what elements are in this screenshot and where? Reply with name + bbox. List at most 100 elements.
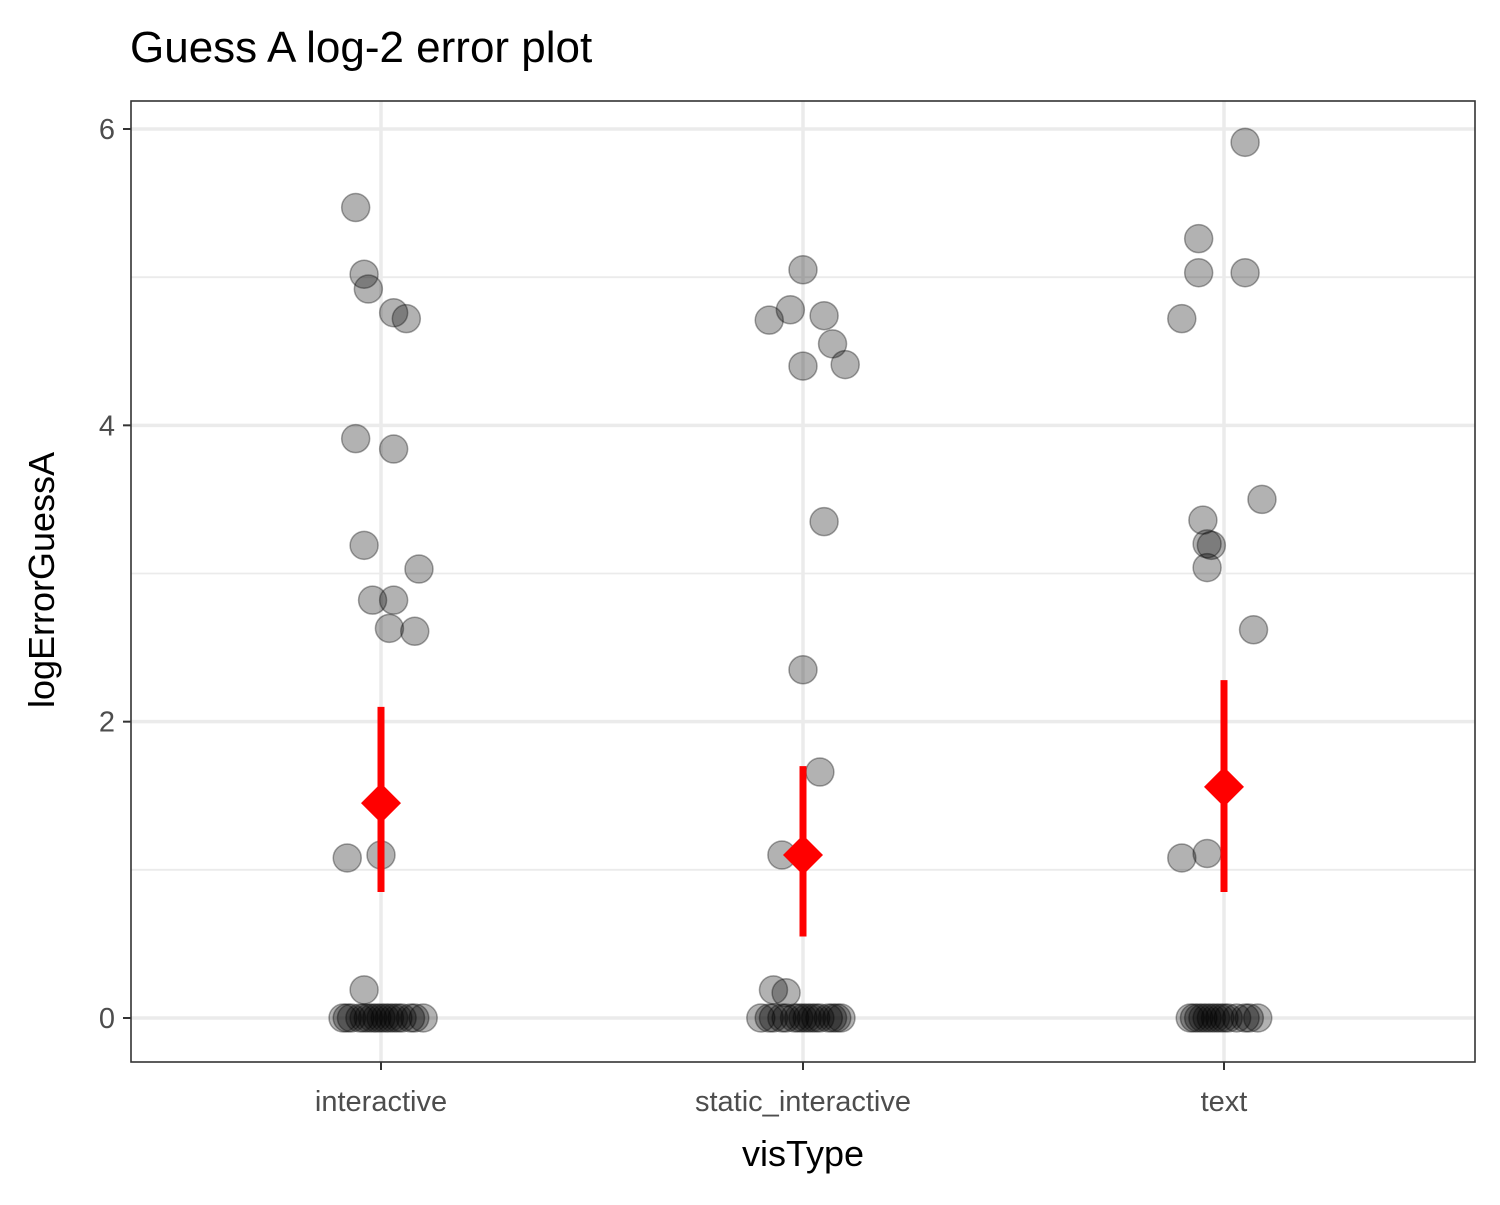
data-point <box>374 1003 405 1033</box>
data-point <box>779 1003 810 1033</box>
data-point <box>1192 529 1222 559</box>
data-point <box>1192 1003 1222 1033</box>
data-point <box>775 295 806 325</box>
data-point <box>1183 1003 1214 1033</box>
data-point <box>1188 505 1218 535</box>
data-point <box>404 554 434 584</box>
data-point <box>349 1003 379 1033</box>
data-point <box>826 1003 856 1033</box>
data-point <box>1243 1003 1273 1033</box>
data-point <box>805 757 835 787</box>
data-point <box>1205 1003 1235 1033</box>
data-point <box>378 1003 409 1033</box>
data-point <box>758 1003 789 1033</box>
data-point <box>391 303 422 334</box>
data-point <box>788 655 818 685</box>
data-point <box>1213 1003 1243 1033</box>
data-point <box>754 1003 784 1033</box>
y-tick-label: 0 <box>99 1003 115 1035</box>
y-axis-title: logErrorGuessA <box>21 452 62 708</box>
data-point <box>1230 257 1260 288</box>
data-point <box>1196 1003 1227 1033</box>
data-point <box>400 616 430 647</box>
data-point <box>771 1003 801 1033</box>
data-point <box>817 1003 848 1033</box>
data-point <box>1209 1003 1239 1033</box>
summary-markers <box>361 680 1244 937</box>
data-point <box>788 255 818 285</box>
data-point <box>357 1003 388 1033</box>
x-tick-label: text <box>1201 1086 1248 1118</box>
data-point <box>792 1003 822 1033</box>
data-point <box>345 1003 375 1033</box>
data-point <box>362 1003 392 1033</box>
data-point <box>1230 127 1260 158</box>
x-tick-label: static_interactive <box>695 1086 911 1118</box>
data-point <box>353 274 384 304</box>
data-point <box>1192 838 1222 869</box>
data-point <box>767 1003 797 1033</box>
data-point <box>1183 257 1214 288</box>
data-point <box>746 1003 776 1033</box>
axes: 0 2 4 6 interactive static_interactive text <box>99 114 1248 1118</box>
data-point <box>1238 615 1269 645</box>
data-point <box>758 975 789 1005</box>
data-point <box>1167 843 1197 873</box>
data-point <box>800 1003 831 1033</box>
data-point <box>784 1003 814 1033</box>
mean-marker <box>783 835 823 876</box>
data-point <box>408 1003 438 1033</box>
data-point <box>349 975 379 1005</box>
data-point <box>809 506 839 537</box>
data-point <box>1221 1003 1252 1033</box>
grid-lines <box>131 101 1475 1062</box>
data-point <box>378 434 409 464</box>
data-point <box>1234 1003 1265 1033</box>
data-point <box>395 1003 426 1033</box>
data-point <box>1179 1003 1210 1033</box>
chart-title: Guess A log-2 error plot <box>130 23 592 72</box>
data-point <box>1192 552 1222 583</box>
data-point <box>336 1003 367 1033</box>
data-point <box>332 1003 362 1033</box>
y-tick-label: 4 <box>99 410 115 442</box>
data-point <box>796 1003 827 1033</box>
x-tick-label: interactive <box>315 1086 447 1118</box>
y-tick-label: 2 <box>99 707 115 739</box>
data-point <box>353 1003 384 1033</box>
data-point <box>1200 1003 1231 1033</box>
x-axis-title: visType <box>742 1133 864 1174</box>
data-point <box>340 423 371 454</box>
data-point <box>387 1003 417 1033</box>
mean-marker <box>361 783 401 824</box>
data-point <box>357 585 388 615</box>
data-point <box>809 300 839 331</box>
data-point <box>813 1003 844 1033</box>
data-point <box>1175 1003 1205 1033</box>
data-point <box>1196 530 1227 561</box>
data-point <box>328 1003 358 1033</box>
data-point <box>1247 484 1277 515</box>
data-point <box>822 1003 852 1033</box>
data-point <box>805 1003 835 1033</box>
data-point <box>370 1003 400 1033</box>
data-point <box>788 351 818 381</box>
data-point <box>1188 1003 1218 1033</box>
data-point <box>374 613 405 644</box>
data-point <box>830 349 860 380</box>
data-point <box>771 978 801 1008</box>
mean-marker <box>1204 766 1244 807</box>
data-point <box>754 305 784 335</box>
data-point <box>1230 1003 1260 1033</box>
data-point <box>788 1003 818 1033</box>
data-point <box>383 1003 413 1033</box>
data-point <box>340 192 371 223</box>
data-point <box>332 843 362 873</box>
data-point <box>1183 223 1214 254</box>
data-point <box>378 585 409 615</box>
data-point <box>366 1003 396 1033</box>
y-tick-label: 6 <box>99 114 115 146</box>
data-point <box>817 329 848 359</box>
